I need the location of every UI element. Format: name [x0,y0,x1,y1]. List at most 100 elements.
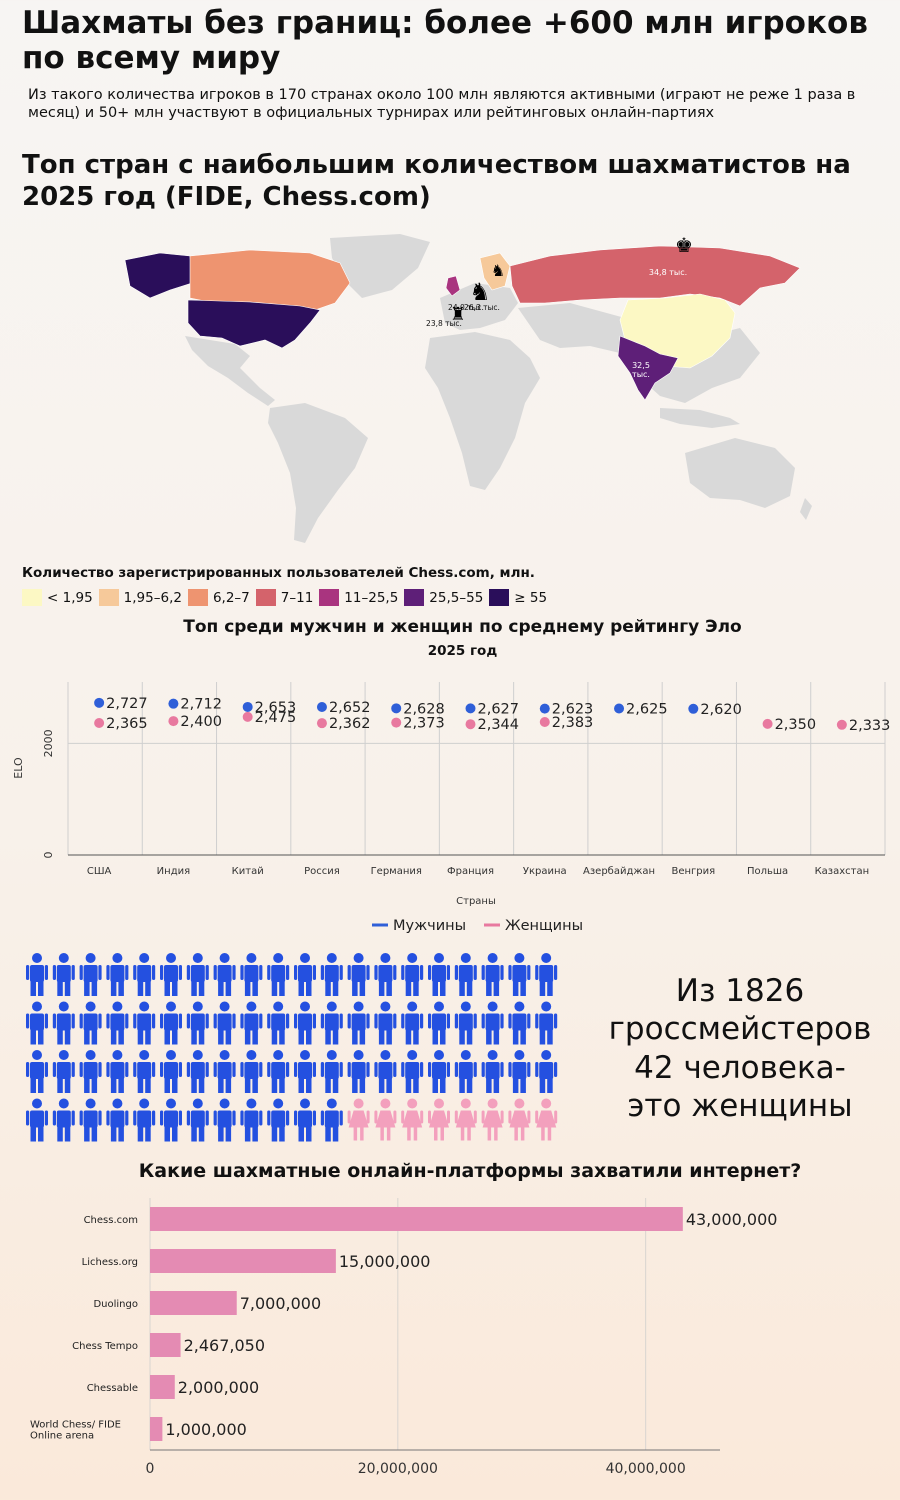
male-person-icon [508,1001,531,1045]
gm-line-1: Из 1826 [675,973,805,1009]
male-person-icon [160,953,182,996]
value-label: 1,000,000 [165,1420,246,1439]
male-person-icon [267,1050,290,1093]
x-tick-label: Индия [157,866,190,877]
indonesia [660,408,740,428]
legend-label: 1,95–6,2 [123,589,182,606]
male-person-icon [294,953,316,996]
female-person-icon [347,1098,370,1141]
female-person-icon [481,1098,504,1141]
male-person-icon [401,953,424,996]
data-label: 2,712 [180,697,222,713]
legend-item: 6,2–7 [187,589,250,606]
male-person-icon [535,1001,558,1045]
data-label: 2,333 [849,718,891,734]
greenland [330,234,430,298]
male-person-icon [106,1098,129,1142]
male-person-icon [401,1001,424,1045]
male-person-icon [267,953,290,996]
male-person-icon [160,1001,182,1045]
male-person-icon [133,1001,156,1045]
legend-swatch [489,589,510,606]
male-person-icon [454,1001,477,1045]
male-person-icon [26,1050,48,1093]
value-label: 15,000,000 [339,1252,431,1271]
gm-line-2: гроссмейстеров [608,1011,872,1048]
gm-line-3: 42 человека- [634,1049,846,1086]
point-men [539,703,550,714]
point-women [836,719,847,730]
map-legend-title: Количество зарегистрированных пользовате… [22,565,535,581]
point-women [316,718,327,729]
india [617,335,679,401]
data-label: 2,475 [255,710,297,726]
platform-bar [150,1375,175,1399]
legend-swatch [404,589,425,606]
male-person-icon [347,1001,370,1045]
map-legend: < 1,95 1,95–6,2 6,2–7 7–11 11–25,5 25,5–55 ≥ 5… [22,589,553,606]
male-person-icon [535,953,558,996]
chess-rook-icon: ♜ [450,304,466,325]
male-person-icon [186,1001,209,1045]
legend-item: ≥ 55 [489,589,547,606]
male-person-icon [52,1001,75,1045]
value-label: 2,467,050 [184,1336,265,1355]
category-label: Chess.com [84,1215,138,1226]
legend-swatch [22,589,42,606]
male-person-icon [294,1098,316,1142]
x-tick-label: Россия [304,866,340,877]
male-person-icon [535,1050,558,1093]
data-label: 2,627 [478,701,520,717]
male-person-icon [320,1001,343,1045]
point-women [762,718,773,729]
x-tick-label: Франция [447,866,494,877]
male-person-icon [454,1050,477,1093]
australia [685,438,795,508]
x-tick-label: 0 [146,1461,155,1477]
point-men [688,703,699,714]
female-person-icon [428,1098,450,1141]
y-tick-label: 2000 [42,729,55,757]
x-tick-label: 20,000,000 [358,1461,438,1477]
male-person-icon [428,1050,450,1093]
data-label: 2,727 [106,696,148,712]
male-person-icon [401,1050,424,1093]
value-label: 43,000,000 [686,1210,778,1229]
elo-legend-label: Женщины [505,918,583,934]
platform-chart: 0 20,000,000 40,000,000 Chess.com 43,000,000… [30,1198,778,1477]
data-label: 2,365 [106,716,148,732]
label-india-2: тыс. [632,370,650,379]
male-person-icon [26,1001,48,1045]
male-person-icon [294,1001,316,1045]
platform-bar [150,1333,181,1357]
scandinavia [479,252,511,291]
x-tick-label: Азербайджан [583,866,655,877]
point-men [614,703,625,714]
male-person-icon [267,1001,290,1045]
world-map: ♚ ♞ ♞ ♜ 34,8 тыс. 32,5 тыс. 26,3 тыс. 24… [124,233,812,543]
male-person-icon [52,1098,75,1142]
legend-swatch [187,589,208,606]
male-person-icon [186,953,209,996]
male-person-icon [240,1050,263,1093]
south-america [268,403,368,543]
usa [187,299,321,349]
x-tick-label: Венгрия [671,866,715,877]
point-men [242,701,253,712]
male-person-icon [213,1001,236,1045]
male-person-icon [213,1098,236,1142]
data-label: 2,373 [403,716,445,732]
male-person-icon [26,953,48,996]
male-person-icon [240,953,263,996]
grandmaster-stat: Из 1826 гроссмейстеров 42 человека- это … [590,972,890,1126]
category-label: Online arena [30,1431,94,1442]
male-person-icon [186,1098,209,1142]
elo-legend-label: Мужчины [393,918,466,934]
point-women [168,716,179,727]
male-person-icon [52,953,75,996]
platform-bar [150,1207,683,1231]
male-person-icon [52,1050,75,1093]
data-label: 2,400 [180,714,222,730]
united-kingdom [445,275,461,297]
point-women [539,717,550,728]
